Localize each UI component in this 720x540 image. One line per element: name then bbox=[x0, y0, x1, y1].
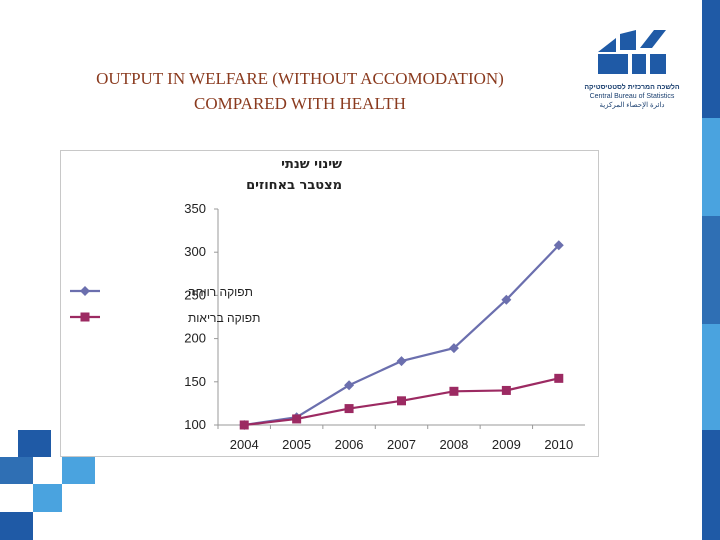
chart-frame bbox=[60, 150, 599, 457]
data-point-diamond bbox=[344, 380, 355, 391]
legend-label-1: תפוקה רווחה bbox=[188, 285, 253, 299]
x-tick-label: 2008 bbox=[439, 437, 468, 452]
slide-title-line-1: OUTPUT IN WELFARE (WITHOUT ACCOMODATION) bbox=[96, 69, 504, 88]
y-axis-title-line-1: שינוי שנתי bbox=[281, 157, 342, 172]
decorative-square bbox=[0, 512, 33, 540]
y-tick-label: 350 bbox=[184, 201, 206, 216]
x-tick-label: 2004 bbox=[230, 437, 259, 452]
data-point-square bbox=[344, 404, 354, 414]
decorative-square bbox=[62, 457, 95, 484]
slide-title: OUTPUT IN WELFARE (WITHOUT ACCOMODATION)… bbox=[40, 66, 560, 116]
legend-label-2: תפוקה בריאות bbox=[188, 311, 260, 325]
x-tick-label: 2005 bbox=[282, 437, 311, 452]
decorative-square bbox=[0, 457, 33, 484]
logo-text-hebrew: הלשכה המרכזית לסטטיסטיקה bbox=[584, 84, 680, 91]
data-point-square bbox=[239, 420, 249, 430]
data-point-square bbox=[397, 396, 406, 406]
data-point-square bbox=[554, 373, 564, 383]
right-accent-bar bbox=[702, 430, 720, 540]
logo-text-english: Central Bureau of Statistics bbox=[589, 93, 675, 100]
cbs-logo: הלשכה המרכזית לסטטיסטיקה Central Bureau … bbox=[582, 28, 682, 112]
data-point-diamond bbox=[553, 240, 564, 251]
x-tick-label: 2010 bbox=[544, 437, 573, 452]
data-point-diamond bbox=[396, 356, 407, 367]
x-tick-label: 2007 bbox=[387, 437, 416, 452]
legend-marker-square bbox=[80, 312, 90, 322]
right-accent-bar bbox=[702, 0, 720, 118]
y-axis-title-line-2: מצטבר באחוזים bbox=[246, 178, 342, 193]
data-point-diamond bbox=[501, 294, 512, 305]
y-tick-label: 100 bbox=[184, 417, 206, 432]
x-tick-label: 2006 bbox=[335, 437, 364, 452]
data-point-square bbox=[449, 386, 459, 396]
decorative-square bbox=[33, 484, 62, 512]
right-accent-bar bbox=[702, 216, 720, 324]
legend-marker-diamond bbox=[80, 286, 90, 296]
right-accent-bar bbox=[702, 118, 720, 216]
data-point-square bbox=[501, 385, 511, 395]
slide-title-line-2: COMPARED WITH HEALTH bbox=[194, 94, 406, 113]
y-tick-label: 200 bbox=[184, 331, 206, 346]
y-tick-label: 300 bbox=[184, 244, 206, 259]
data-point-square bbox=[292, 414, 302, 424]
decorative-square bbox=[18, 430, 51, 457]
logo-text-arabic: دائرة الإحصاء المركزية bbox=[599, 102, 665, 109]
x-tick-label: 2009 bbox=[492, 437, 521, 452]
cbs-logo-icon bbox=[598, 30, 666, 74]
right-accent-bar bbox=[702, 324, 720, 430]
y-tick-label: 250 bbox=[184, 287, 206, 302]
data-point-diamond bbox=[448, 343, 459, 354]
y-tick-label: 150 bbox=[184, 374, 206, 389]
